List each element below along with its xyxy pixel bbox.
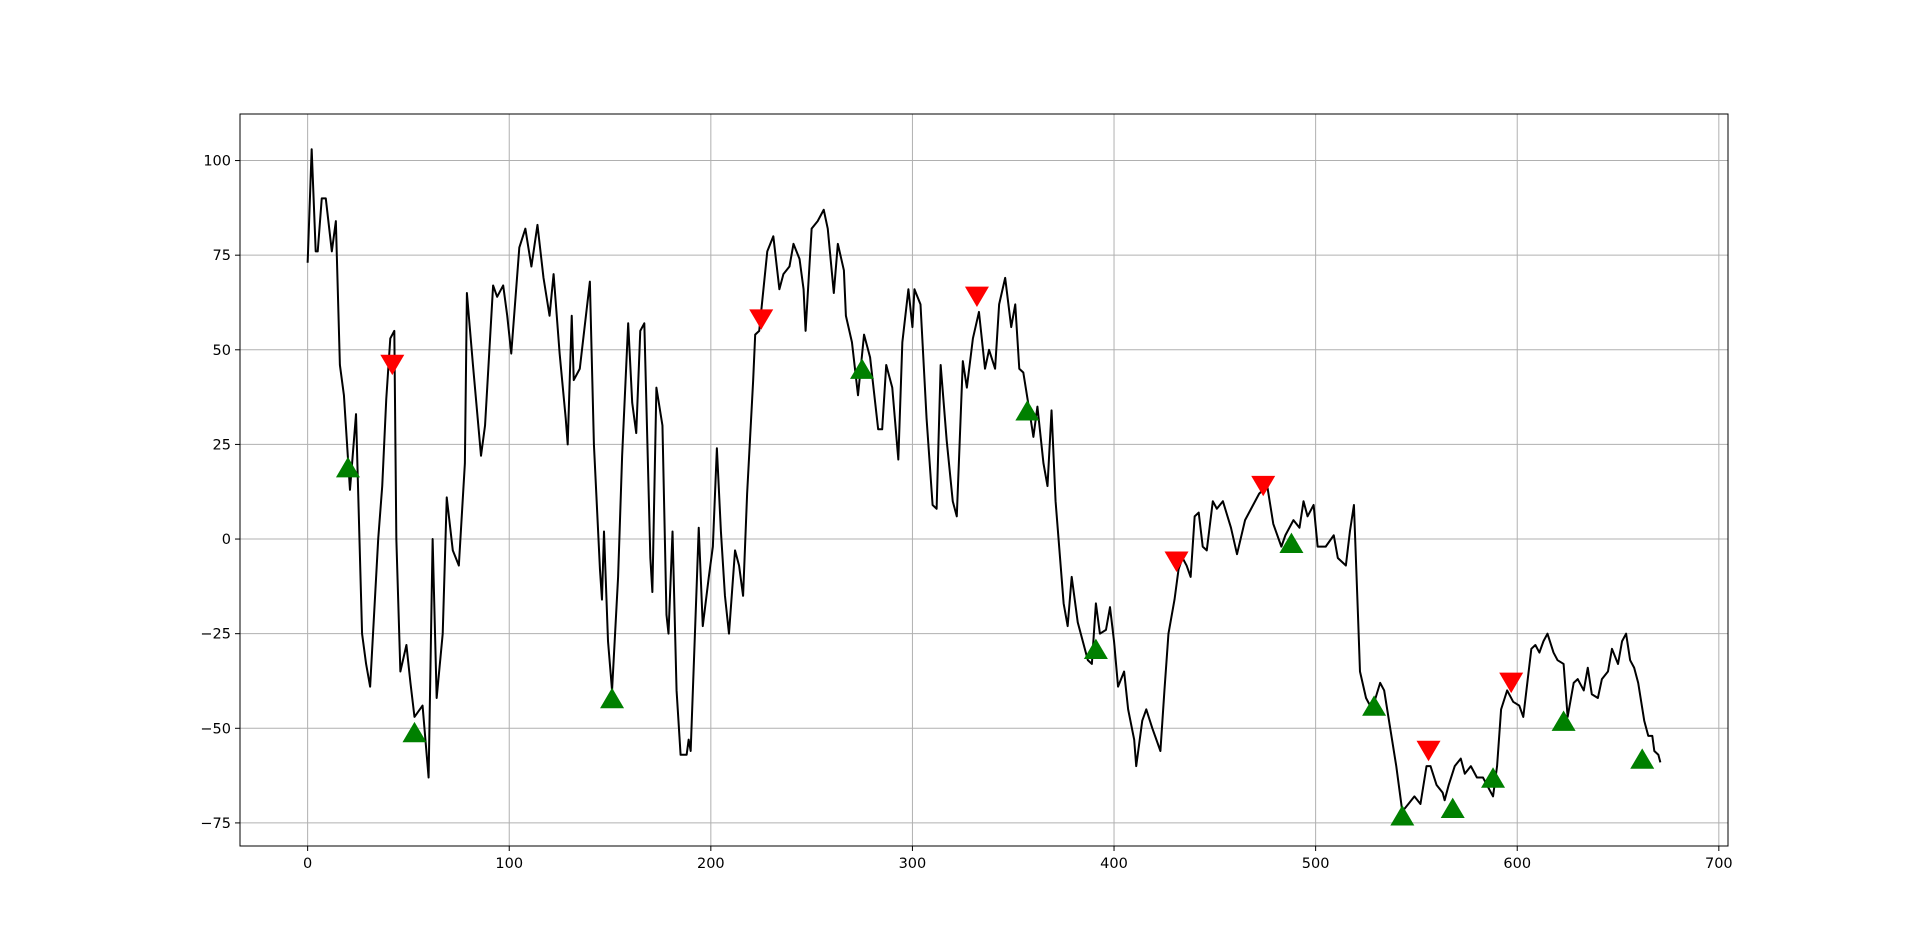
y-tick-label: 25 (213, 437, 231, 453)
buy-marker (1551, 710, 1576, 731)
x-tick-label: 200 (697, 856, 725, 872)
y-tick-label: −25 (200, 627, 231, 643)
y-tick-label: 0 (222, 532, 231, 548)
buy-marker (1481, 767, 1506, 788)
sell-marker (1499, 672, 1524, 694)
buy-marker (1015, 400, 1040, 421)
y-tick-label: 50 (213, 343, 231, 359)
buy-marker (1630, 748, 1655, 769)
sell-marker (749, 309, 774, 330)
x-tick-label: 100 (495, 856, 523, 872)
buy-marker (600, 687, 625, 709)
x-tick-label: 300 (899, 856, 927, 872)
x-tick-label: 400 (1100, 856, 1128, 872)
buy-marker (335, 456, 360, 478)
x-tick-label: 600 (1503, 856, 1531, 872)
x-tick-label: 700 (1705, 856, 1733, 872)
x-tick-label: 0 (303, 856, 312, 872)
y-tick-label: 100 (203, 154, 231, 170)
y-tick-label: 75 (213, 248, 231, 264)
sell-marker (1164, 551, 1189, 572)
plot-frame (239, 113, 1729, 847)
y-tick-label: −75 (200, 816, 231, 832)
y-tick-label: −50 (200, 721, 231, 737)
buy-marker (1440, 797, 1465, 818)
buy-marker (1390, 805, 1415, 826)
sell-marker (380, 354, 405, 376)
buy-marker (1362, 695, 1387, 716)
buy-marker (402, 721, 427, 743)
sell-marker (1416, 740, 1441, 762)
sell-marker (964, 286, 989, 308)
sell-marker (1251, 475, 1276, 497)
buy-marker (850, 358, 875, 379)
buy-marker (1083, 638, 1108, 660)
line (306, 148, 1662, 813)
x-tick-label: 500 (1302, 856, 1330, 872)
buy-marker (1279, 532, 1304, 554)
